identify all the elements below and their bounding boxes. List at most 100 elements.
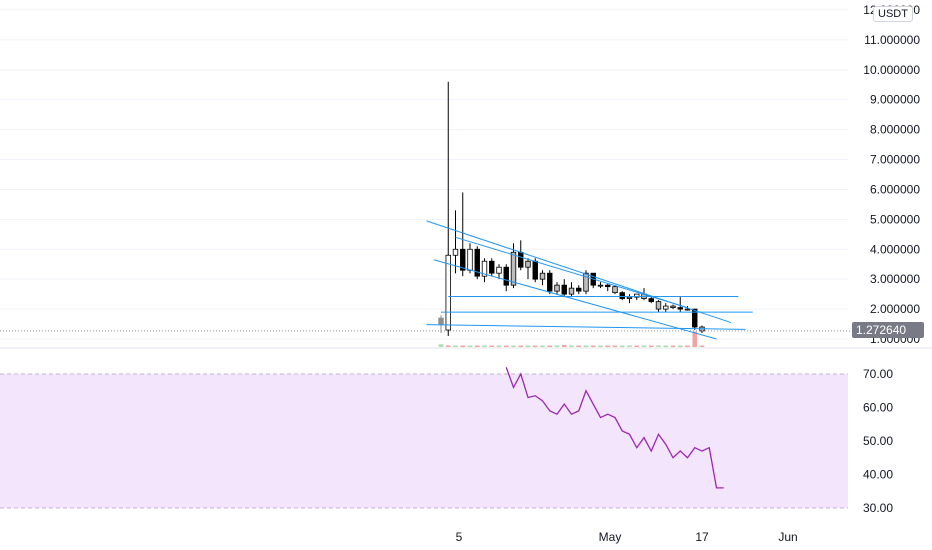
volume-bar [489, 345, 495, 347]
rsi-line[interactable] [505, 367, 724, 489]
volume-bar [554, 345, 560, 347]
volume-bar [634, 345, 640, 347]
rsi-tick-label: 70.00 [863, 367, 893, 381]
volume-bar [561, 345, 567, 347]
candle-body [655, 301, 662, 310]
currency-badge[interactable]: USDT [873, 6, 913, 22]
candle-body [583, 272, 589, 292]
volume-bar [503, 345, 509, 347]
price-tick-label: 10.000000 [863, 63, 920, 77]
volume-bar [670, 345, 676, 347]
volume-bar [583, 345, 589, 347]
volume-bar [692, 331, 698, 347]
time-tick-label: May [599, 530, 622, 544]
candle-body [532, 260, 538, 280]
volume-bar [685, 345, 690, 347]
candle-body [626, 296, 633, 300]
price-tick-label: 5.000000 [870, 212, 920, 226]
candle-body [670, 305, 676, 308]
volume-bar [518, 345, 524, 347]
candle-body [481, 260, 488, 277]
volume-bar [467, 345, 473, 347]
volume-bar [612, 345, 618, 347]
candle-body [692, 308, 698, 328]
candle-body [597, 284, 604, 287]
volume-bar [474, 345, 480, 347]
candle-body [445, 254, 451, 331]
price-axis[interactable]: 12.00000011.00000010.0000009.0000008.000… [863, 3, 920, 346]
volume-bar [482, 345, 487, 347]
last-price-tag: 1.272640 [852, 322, 924, 338]
rsi-tick-label: 40.00 [863, 468, 893, 482]
candlestick-series[interactable] [438, 81, 705, 337]
trend-line [426, 324, 746, 330]
volume-bar [641, 345, 647, 347]
candle-body [452, 248, 459, 256]
candle-body [474, 248, 480, 277]
volume-bar [656, 345, 661, 347]
volume-bar [598, 345, 603, 347]
time-tick-label: 5 [456, 530, 463, 544]
volume-bar [576, 345, 582, 347]
price-tick-label: 3.000000 [870, 272, 920, 286]
volume-bar [627, 345, 632, 347]
volume-bar [460, 345, 466, 347]
candle-body [619, 292, 625, 300]
time-tick-label: Jun [778, 530, 797, 544]
candle-body [510, 251, 517, 286]
volume-bar [590, 345, 596, 347]
time-axis[interactable]: 5 May 17 Jun [456, 530, 798, 544]
price-tick-label: 6.000000 [870, 182, 920, 196]
candle-body [467, 248, 473, 271]
volume-bar [453, 345, 458, 347]
price-tick-label: 7.000000 [870, 153, 920, 167]
price-tick-label: 9.000000 [870, 93, 920, 107]
volume-bar [648, 345, 654, 347]
volume-bar [445, 345, 451, 347]
price-tick-label: 11.000000 [864, 33, 920, 47]
candle-body [525, 260, 531, 268]
candle-body [547, 272, 553, 292]
volume-bar [605, 345, 611, 347]
trend-lines[interactable] [426, 220, 753, 340]
rsi-band [0, 374, 848, 508]
candle-body [518, 251, 524, 268]
candle-body [561, 284, 567, 295]
volume-bar [677, 345, 683, 347]
candle-body [460, 248, 466, 271]
candle-body [539, 272, 546, 280]
price-tick-label: 8.000000 [870, 123, 920, 137]
volume-bar [569, 345, 574, 347]
candle-body [503, 266, 509, 286]
volume-bar [496, 345, 502, 347]
trend-line [455, 236, 688, 309]
volume-bar [699, 345, 705, 347]
volume-bar [540, 345, 545, 347]
rsi-tick-label: 50.00 [863, 434, 893, 448]
candle-body [634, 293, 640, 298]
candle-body [576, 287, 582, 292]
volume-bar [532, 345, 538, 347]
candle-body [568, 287, 575, 295]
candle-body [612, 286, 618, 294]
candle-body [554, 284, 560, 292]
candle-body [684, 308, 691, 311]
price-grid [0, 9, 848, 340]
rsi-axis[interactable]: 70.00 60.00 50.00 40.00 30.00 [863, 367, 893, 515]
candle-body [496, 266, 502, 274]
candle-body [648, 298, 654, 303]
trend-line [433, 259, 717, 340]
volume-bar [547, 345, 553, 347]
volume-bar [619, 345, 625, 347]
candle-body [605, 284, 611, 288]
rsi-tick-label: 60.00 [863, 401, 893, 415]
price-tick-label: 2.000000 [870, 302, 920, 316]
price-tick-label: 4.000000 [870, 242, 920, 256]
time-tick-label: 17 [695, 530, 709, 544]
candle-body [489, 260, 495, 274]
candle-body [677, 307, 683, 310]
volume-bar [438, 344, 444, 347]
candle-body [438, 317, 444, 325]
candle-body [663, 305, 669, 310]
